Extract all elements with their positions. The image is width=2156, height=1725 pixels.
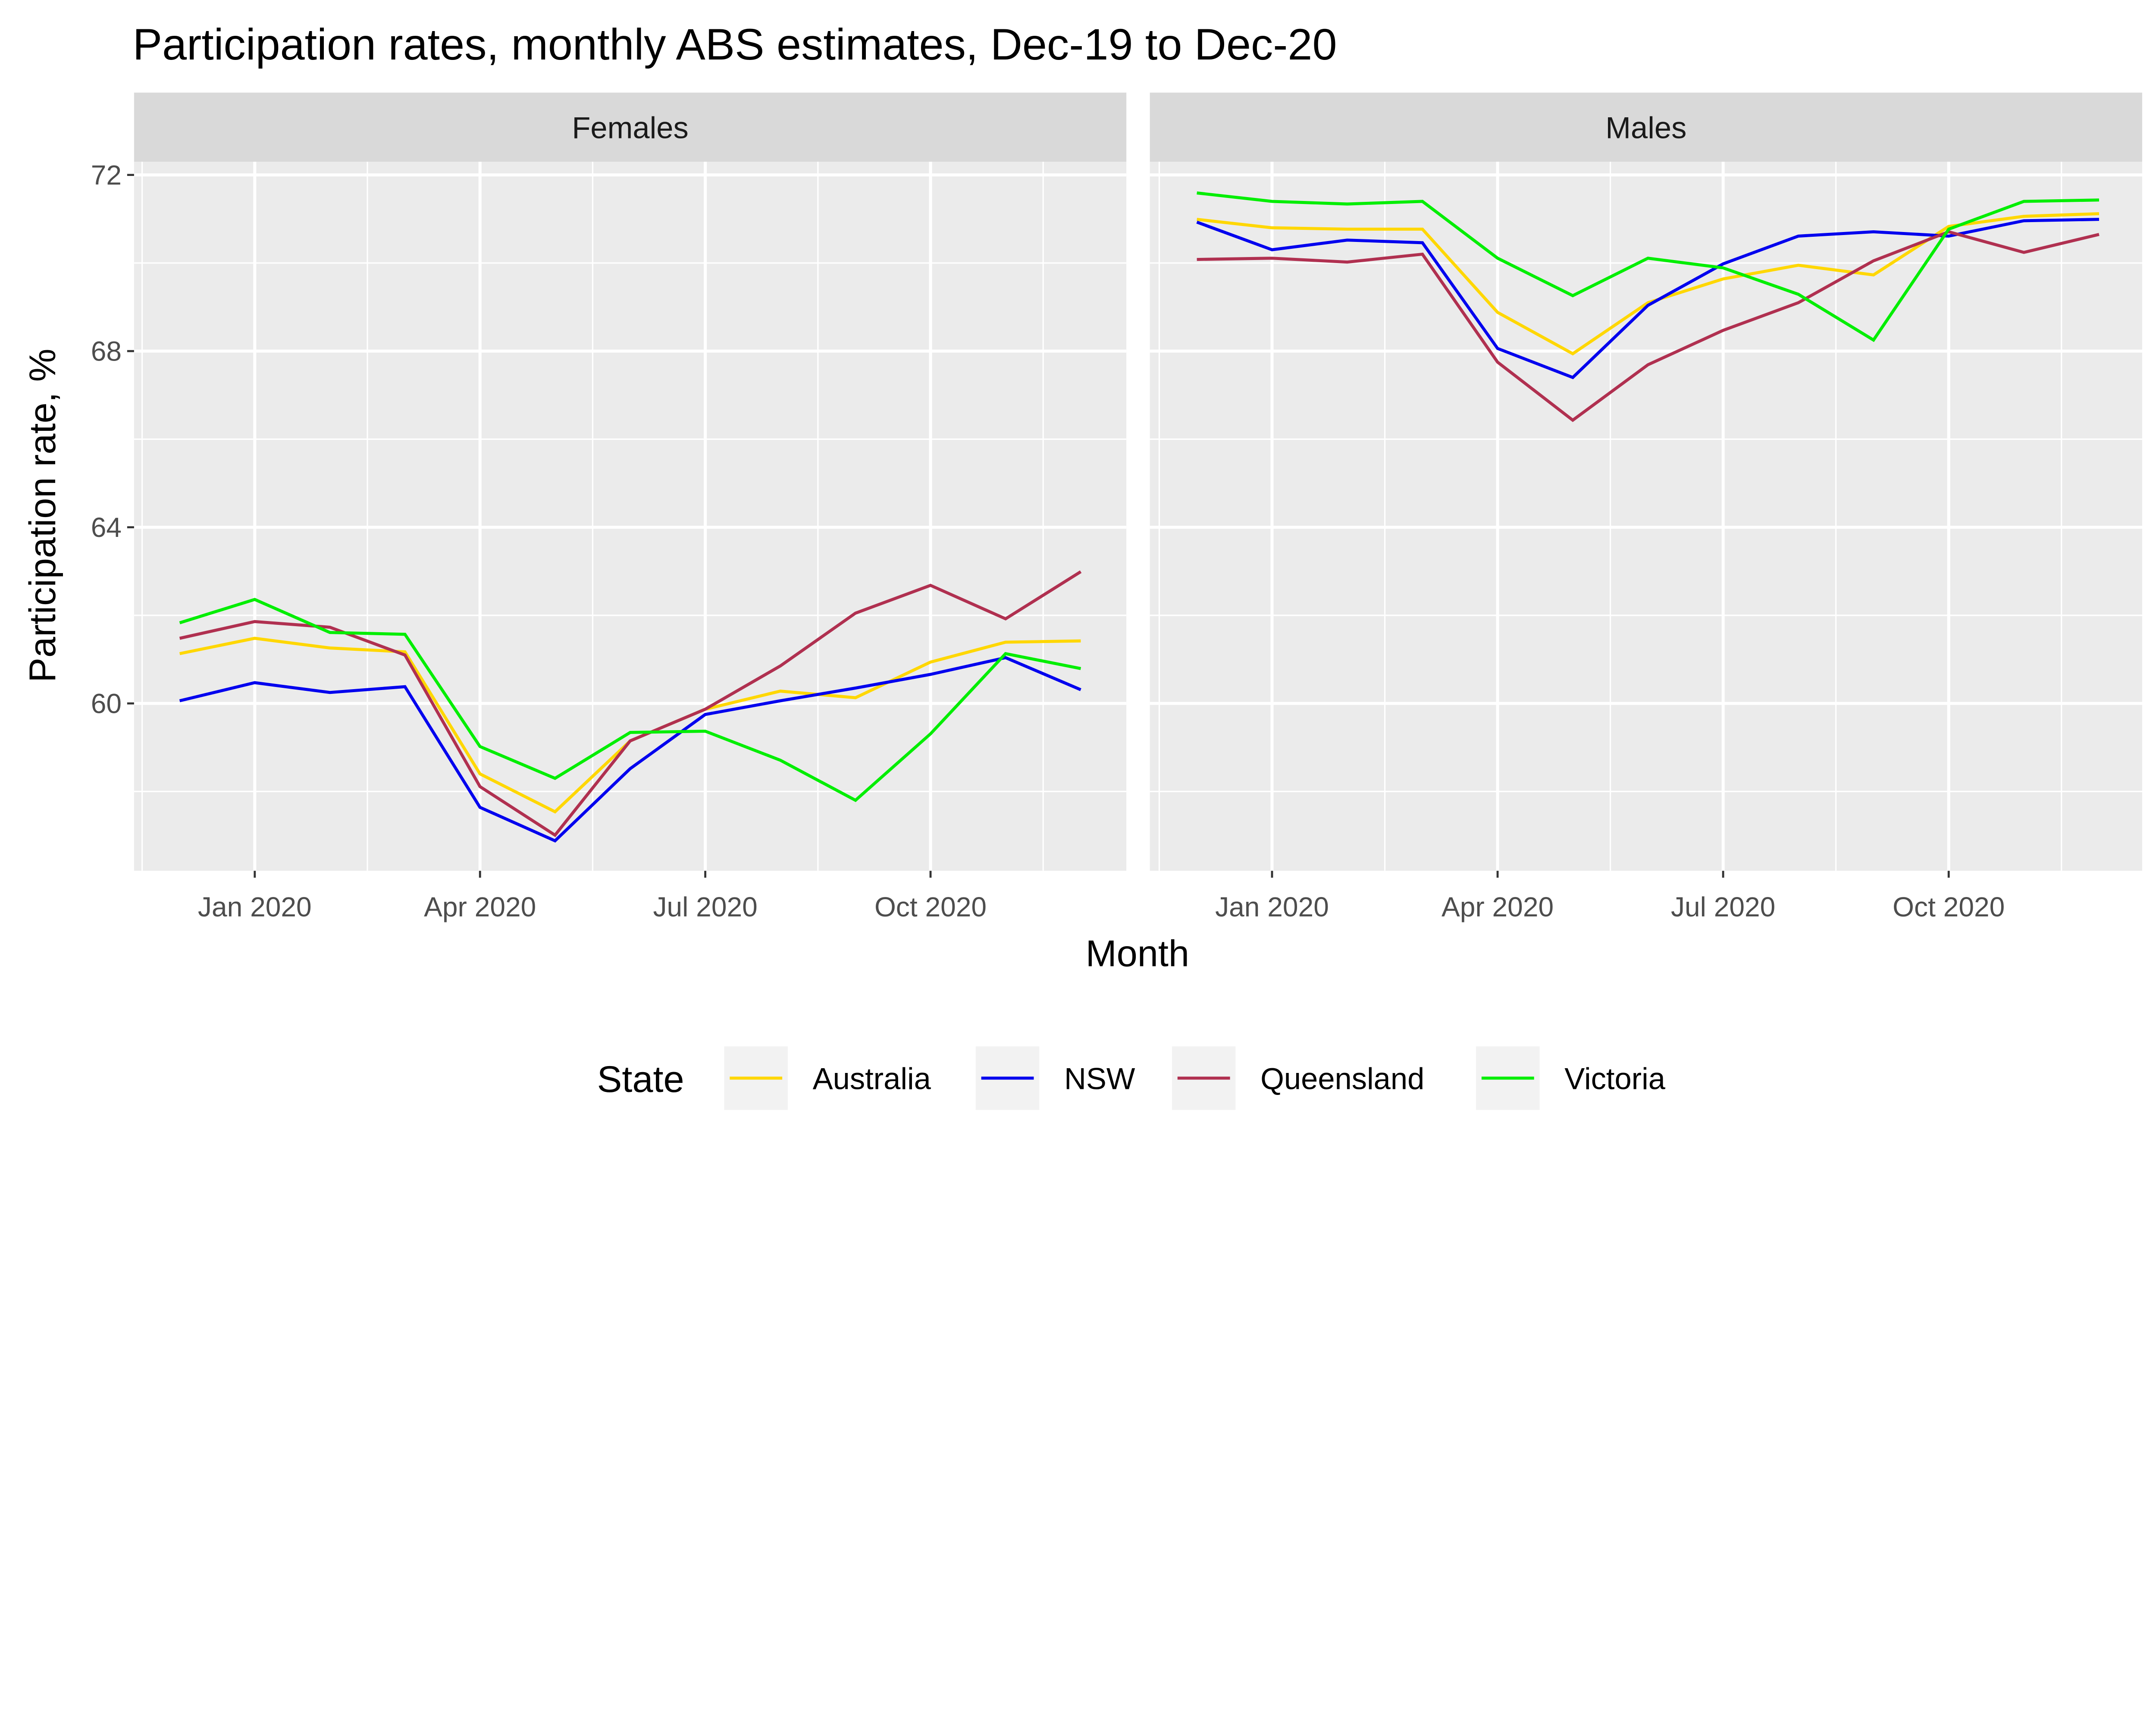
series-line-victoria-females: [179, 598, 1081, 803]
chart-title: Participation rates, monthly ABS estimat…: [133, 19, 1337, 69]
facet-label: Males: [1605, 111, 1686, 145]
legend-label-australia: Australia: [813, 1062, 931, 1096]
legend-title: State: [597, 1059, 684, 1100]
y-tick-label: 72: [91, 160, 122, 191]
x-tick-label: Oct 2020: [874, 891, 987, 922]
y-tick-label: 68: [91, 336, 122, 367]
legend-label-queensland: Queensland: [1260, 1062, 1424, 1096]
x-tick-label: Jul 2020: [1671, 891, 1775, 922]
x-tick-label: Jan 2020: [198, 891, 312, 922]
facet-strip: [1150, 92, 2142, 162]
series-line-queensland-females: [179, 570, 1082, 837]
y-tick-label: 64: [91, 512, 122, 543]
legend-label-victoria: Victoria: [1564, 1062, 1666, 1096]
legend: State Australia NSW Queensland Victoria: [597, 1046, 1666, 1110]
legend-label-nsw: NSW: [1064, 1062, 1135, 1096]
facet-strip: [134, 92, 1127, 162]
series-line-nsw-females: [179, 656, 1081, 843]
y-tick-label: 60: [91, 688, 122, 719]
series-line-nsw-males: [1196, 218, 2100, 380]
x-tick-label: Oct 2020: [1893, 891, 2005, 922]
x-axis-label: Month: [1086, 933, 1189, 974]
panel-background: [134, 161, 1127, 871]
panel-females: Females 60 64 68 72 Jan 2020 Apr 2020 Jul 2020 O…: [91, 92, 1127, 922]
series-line-victoria-males: [1197, 191, 2100, 342]
x-tick-label: Apr 2020: [1442, 891, 1554, 922]
facet-label: Females: [572, 111, 688, 145]
y-axis-label: Participation rate, %: [22, 348, 63, 682]
panels: Females 60 64 68 72 Jan 2020 Apr 2020 Jul 2020 O…: [91, 92, 2142, 922]
panel-background: [1150, 161, 2142, 871]
x-tick-label: Jul 2020: [653, 891, 757, 922]
x-tick-label: Jan 2020: [1215, 891, 1329, 922]
x-tick-label: Apr 2020: [424, 891, 536, 922]
participation-chart: Participation rates, monthly ABS estimat…: [22, 19, 2142, 1110]
series-line-australia-males: [1197, 212, 2100, 356]
panel-males: Males Jan 2020 Apr 2020 Jul 2020 Oct 2020: [1150, 92, 2142, 922]
